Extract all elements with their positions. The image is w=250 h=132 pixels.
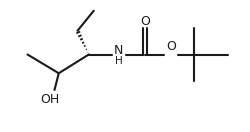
- Text: OH: OH: [40, 93, 60, 106]
- Text: O: O: [166, 40, 176, 53]
- Text: N: N: [114, 44, 124, 58]
- Text: O: O: [140, 15, 150, 28]
- Text: H: H: [115, 56, 122, 67]
